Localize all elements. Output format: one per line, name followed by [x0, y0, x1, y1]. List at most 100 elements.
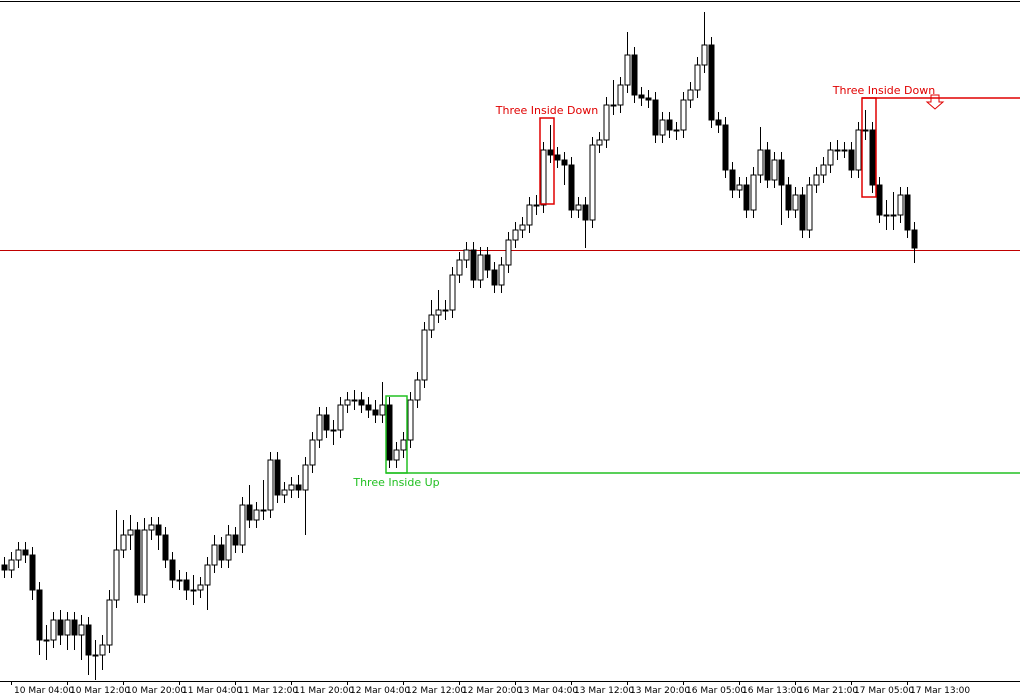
x-tick-label: 11 Mar 20:00 [294, 686, 354, 696]
candle-body [715, 119, 722, 126]
candle-body [890, 214, 897, 217]
candle-body [127, 529, 134, 536]
candle-body [379, 404, 386, 416]
candle-body [484, 254, 491, 271]
candle-body [512, 229, 519, 241]
candle-body [645, 97, 652, 101]
candle-body [358, 399, 365, 406]
candle-body [218, 544, 225, 561]
candle-body [757, 149, 764, 176]
candle-body [554, 154, 561, 161]
candle-body [169, 559, 176, 581]
candle-body [64, 619, 71, 636]
candle-body [855, 129, 862, 171]
candle-body [400, 439, 407, 451]
pattern-label: Three Inside Down [495, 104, 598, 117]
pattern-label: Three Inside Up [352, 476, 439, 489]
candle-body [288, 484, 295, 491]
candle-body [253, 509, 260, 521]
candle-body [50, 619, 57, 641]
candle-body [750, 174, 757, 211]
x-tick-label: 12 Mar 12:00 [406, 686, 466, 696]
candle-body [295, 484, 302, 491]
candle-body [337, 404, 344, 431]
candle-body [274, 459, 281, 496]
candle-body [666, 119, 673, 131]
x-tick-label: 10 Mar 12:00 [70, 686, 130, 696]
candle-body [120, 534, 127, 551]
candle-body [610, 104, 617, 107]
candle-body [771, 159, 778, 181]
candle-body [323, 414, 330, 431]
candle-body [498, 264, 505, 286]
candle-body [428, 314, 435, 331]
candle-body [638, 94, 645, 99]
candle-body [834, 149, 841, 152]
candle-body [92, 654, 99, 657]
x-tick-label: 16 Mar 21:00 [798, 686, 858, 696]
candle-body [673, 129, 680, 132]
x-tick-label: 11 Mar 12:00 [238, 686, 298, 696]
candle-body [911, 229, 918, 249]
candle-body [547, 149, 554, 156]
candle-body [575, 204, 582, 211]
candle-body [141, 529, 148, 596]
candle-body [155, 524, 162, 536]
candle-body [442, 309, 449, 312]
candle-body [862, 129, 869, 132]
x-tick-label: 10 Mar 20:00 [126, 686, 186, 696]
candle-body [477, 254, 484, 281]
candle-body [848, 149, 855, 171]
candle-body [778, 159, 785, 186]
candle-body [78, 624, 85, 636]
candle-body [631, 54, 638, 96]
candle-body [183, 579, 190, 591]
candle-body [897, 194, 904, 216]
candle-body [526, 204, 533, 226]
candle-body [29, 554, 36, 591]
candle-body [505, 239, 512, 266]
x-tick-label: 13 Mar 20:00 [630, 686, 690, 696]
candle-body [470, 249, 477, 281]
x-tick-label: 17 Mar 05:00 [854, 686, 914, 696]
candle-body [456, 259, 463, 276]
x-tick-label: 13 Mar 12:00 [574, 686, 634, 696]
candle-body [743, 184, 750, 211]
candle-body [722, 124, 729, 171]
candle-body [239, 504, 246, 546]
candle-body [162, 534, 169, 561]
candle-body [106, 599, 113, 646]
candle-body [533, 204, 540, 207]
x-tick-label: 13 Mar 04:00 [518, 686, 578, 696]
candle-body [582, 204, 589, 221]
candle-body [407, 399, 414, 441]
candle-body [589, 144, 596, 221]
candle-body [561, 159, 568, 166]
candle-body [799, 194, 806, 231]
candle-body [281, 489, 288, 496]
candle-body [190, 589, 197, 592]
candle-body [764, 149, 771, 181]
x-tick-label: 16 Mar 05:00 [686, 686, 746, 696]
candle-body [351, 399, 358, 402]
candle-body [267, 459, 274, 511]
candle-body [246, 504, 253, 521]
candle-body [365, 404, 372, 411]
pattern-box [539, 117, 555, 205]
candle-body [841, 149, 848, 152]
candle-body [687, 89, 694, 101]
candle-body [820, 164, 827, 176]
candle-body [883, 214, 890, 217]
candle-body [421, 329, 428, 381]
candle-body [148, 524, 155, 531]
candle-body [624, 54, 631, 86]
candle-body [36, 589, 43, 641]
candle-body [15, 549, 22, 561]
x-tick-label: 16 Mar 13:00 [742, 686, 802, 696]
candle-body [71, 619, 78, 636]
candle-body [113, 549, 120, 601]
candle-body [197, 584, 204, 591]
pattern-label: Three Inside Down [832, 84, 935, 97]
pattern-arrow [925, 94, 945, 110]
candle-body [792, 194, 799, 211]
